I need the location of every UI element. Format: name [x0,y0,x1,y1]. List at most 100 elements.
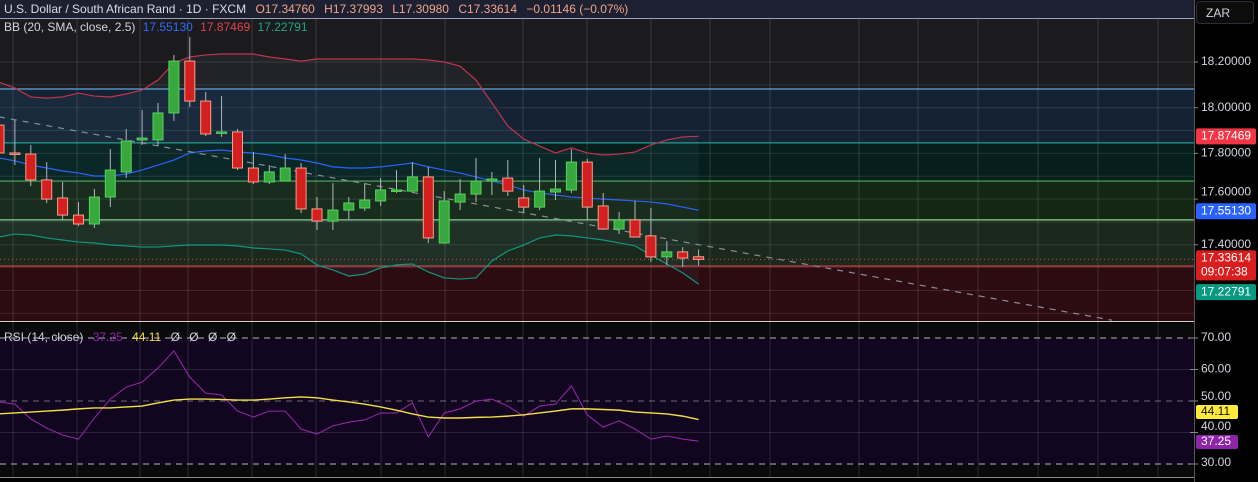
candle-body [41,179,53,200]
rsi-value: 37.25 [92,330,123,344]
candle-body [247,167,259,183]
candle-body [470,180,482,195]
candle-body [613,219,625,230]
rsi-axis-label: 50.00 [1201,389,1231,403]
rsi-line [0,350,699,442]
candle-down [518,184,530,214]
rsi-badge-label: 37.25 [1201,434,1231,448]
candle-body [136,137,148,141]
candle-body [661,251,673,258]
candle-body [152,112,164,141]
price-axis-background [1194,0,1258,482]
candle-body [184,60,196,102]
candle-body [216,131,228,134]
candle-body [391,189,402,192]
candle-up [168,54,180,121]
candle-up [534,157,546,211]
candle-up [343,197,355,219]
candle-body [534,190,546,208]
candle-down [247,152,259,185]
rsi-axis-label: 70.00 [1201,330,1231,344]
rsi-extra-value: Ø [189,330,199,344]
candle-down [581,158,593,220]
candle-down [232,128,243,171]
rsi-badge [1196,435,1238,449]
candle-body [0,124,5,154]
candle-down [502,160,514,196]
candle-up [375,178,387,206]
candle-body [168,60,180,114]
bb-basis-label: 17.55130 [1201,203,1251,217]
bb-lower-badge [1196,284,1256,301]
price-axis-label: 18.20000 [1201,54,1251,68]
candle-body [677,251,689,259]
candle-up [263,165,275,185]
last-price-label: 17.33614 [1201,251,1251,265]
price-axis-label: 17.80000 [1201,146,1251,160]
candle-down [677,247,689,267]
rsi-axis-label: 60.00 [1201,362,1231,376]
rsi-ma-badge [1196,405,1238,419]
currency-button[interactable]: ZAR [1196,1,1254,24]
rsi-extra-value: Ø [226,330,236,344]
level-zone [0,219,1194,267]
bb-basis-badge [1196,203,1256,220]
candle-body [327,209,339,222]
rsi-legend[interactable]: RSI (14, close) 37.25 44.11 Ø Ø Ø Ø [4,330,242,344]
bb-upper-line [0,53,699,156]
rsi-ma-line [0,396,699,421]
candle-body [422,176,434,239]
rsi-axis-label: 40.00 [1201,419,1231,433]
level-zone [0,266,1194,321]
candle-up [406,162,418,193]
rsi-axis-label: 30.00 [1201,455,1231,469]
candle-body [88,196,100,225]
candle-body [25,153,37,181]
candle-body [359,199,371,209]
candle-body [693,256,705,260]
last-price-label: 09:07:38 [1201,265,1248,279]
candle-up [152,102,164,147]
candle-body [73,214,84,225]
trend-line [0,116,1113,321]
rsi-label: RSI (14, close) [4,330,84,344]
candle-down [184,37,196,108]
candle-down [200,91,212,137]
candle-down [311,197,323,230]
candle-body [120,140,132,173]
symbol-legend: U.S. Dollar / South African Rand · 1D · … [0,0,1194,19]
price-axis-label: 18.00000 [1201,100,1251,114]
candle-body [645,235,657,258]
candle-body [57,197,69,216]
candle-down [645,208,657,262]
candle-body [104,169,116,198]
candle-up [359,183,371,211]
level-zone [0,88,1194,143]
candle-up [120,128,132,179]
candle-body [518,197,530,208]
candle-up [136,109,148,145]
bb-legend[interactable]: BB (20, SMA, close, 2.5) 17.55130 17.874… [4,20,312,34]
candle-down [629,200,641,238]
candle-down [422,166,434,243]
candle-body [9,152,21,155]
candle-up [565,149,577,193]
rsi-extra-value: Ø [207,330,218,344]
candle-up [486,171,498,195]
candle-body [550,188,561,193]
rsi-ma-badge-label: 44.11 [1201,404,1230,418]
symbol-title[interactable]: U.S. Dollar / South African Rand · 1D · … [4,2,247,16]
candle-down [73,202,84,227]
candle-body [438,200,450,244]
candle-body [263,171,275,183]
bb-lower-label: 17.22791 [1201,284,1251,298]
change-value: −0.01146 (−0.07%) [526,2,629,16]
bb-lower-value: 17.22791 [257,20,308,34]
rsi-ma-value: 44.11 [132,330,162,344]
bb-lower-line [0,233,699,285]
candle-up [613,211,625,235]
candle-down [693,249,705,266]
candle-up [661,240,673,265]
candle-body [232,131,243,169]
